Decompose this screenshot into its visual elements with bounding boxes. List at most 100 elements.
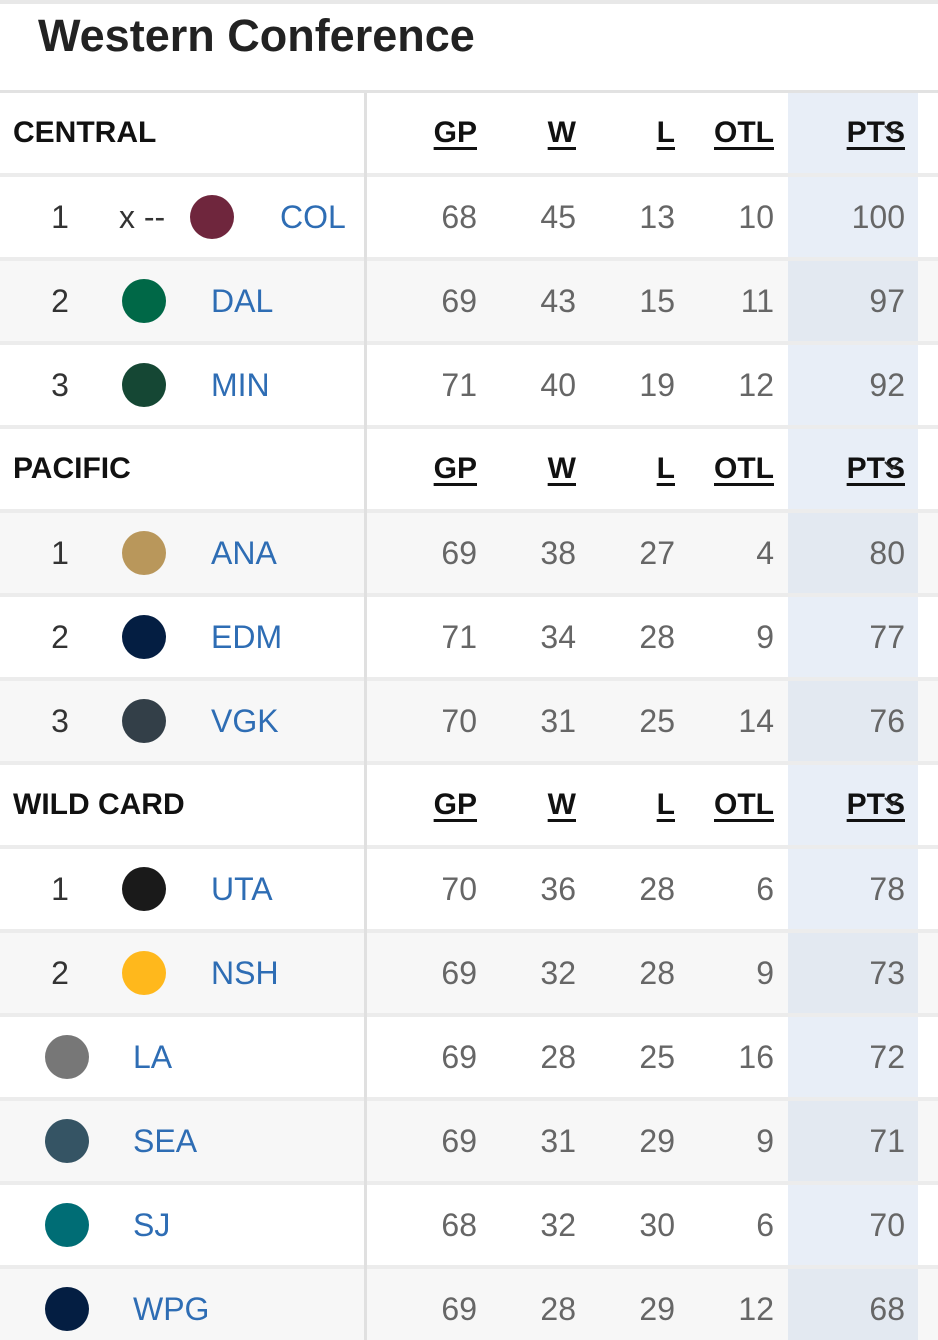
rank: 2 — [51, 955, 69, 991]
stat-otl: 6 — [756, 1207, 774, 1243]
pts-column-bg — [788, 93, 918, 173]
team-logo — [45, 1119, 89, 1163]
team-logo — [122, 363, 166, 407]
column-header[interactable]: L — [656, 116, 675, 149]
column-header[interactable]: PTS — [846, 116, 905, 149]
team-name[interactable]: VGK — [211, 703, 279, 739]
pts-column-bg — [788, 345, 918, 425]
stat-gp: 69 — [441, 283, 477, 319]
stat-l: 13 — [639, 199, 675, 235]
chevron — [884, 125, 900, 135]
chevron — [884, 461, 900, 471]
stat-w: 32 — [540, 1207, 576, 1243]
team-logo — [190, 195, 234, 239]
stat-w: 34 — [540, 619, 576, 655]
stat-w: 31 — [540, 703, 576, 739]
stat-gp: 69 — [441, 955, 477, 991]
team-logo — [122, 615, 166, 659]
row-separator — [0, 1181, 938, 1185]
stat-w: 31 — [540, 1123, 576, 1159]
stat-gp: 69 — [441, 1123, 477, 1159]
stat-l: 27 — [639, 535, 675, 571]
team-name[interactable]: MIN — [211, 367, 270, 403]
stat-l: 25 — [639, 703, 675, 739]
pts-column-bg — [788, 261, 918, 341]
stat-otl: 9 — [756, 619, 774, 655]
stat-w: 40 — [540, 367, 576, 403]
pts-column-bg — [788, 765, 918, 845]
column-header[interactable]: W — [547, 788, 576, 821]
row-separator — [0, 509, 938, 513]
frozen-column-border — [364, 93, 367, 1340]
rank: 2 — [51, 619, 69, 655]
team-name[interactable]: EDM — [211, 619, 283, 655]
stat-pts: 97 — [869, 283, 905, 319]
stat-l: 15 — [639, 283, 675, 319]
team-logo — [122, 699, 166, 743]
team-logo — [122, 279, 166, 323]
team-logo — [45, 1203, 89, 1247]
section-header-row — [0, 93, 938, 173]
team-row — [0, 1185, 938, 1265]
stat-l: 25 — [639, 1039, 675, 1075]
column-header[interactable]: OTL — [714, 452, 774, 485]
team-row — [0, 177, 938, 257]
column-header[interactable]: GP — [433, 452, 477, 485]
team-logo — [122, 951, 166, 995]
table-top-border — [0, 90, 938, 93]
team-name[interactable]: LA — [133, 1039, 173, 1075]
stat-pts: 92 — [869, 367, 905, 403]
column-header[interactable]: PTS — [846, 452, 905, 485]
team-name[interactable]: COL — [280, 199, 346, 235]
team-name[interactable]: WPG — [133, 1291, 210, 1327]
stat-gp: 69 — [441, 1039, 477, 1075]
rank: 1 — [51, 199, 69, 235]
column-header[interactable]: W — [547, 116, 576, 149]
team-name[interactable]: DAL — [211, 283, 274, 319]
team-name[interactable]: ANA — [211, 535, 277, 571]
team-name[interactable]: UTA — [211, 871, 273, 907]
section-name: PACIFIC — [13, 452, 131, 485]
stat-otl: 12 — [738, 1291, 774, 1327]
stat-l: 30 — [639, 1207, 675, 1243]
column-header[interactable]: OTL — [714, 116, 774, 149]
stat-l: 28 — [639, 619, 675, 655]
stat-gp: 68 — [441, 199, 477, 235]
section-header-row — [0, 765, 938, 845]
team-name[interactable]: SEA — [133, 1123, 198, 1159]
column-header[interactable]: GP — [433, 116, 477, 149]
rank: 1 — [51, 535, 69, 571]
stat-l: 28 — [639, 871, 675, 907]
stat-otl: 11 — [740, 283, 774, 319]
section-name: CENTRAL — [13, 116, 157, 149]
pts-column-bg — [788, 597, 918, 677]
team-row — [0, 1101, 938, 1181]
column-header[interactable]: L — [656, 452, 675, 485]
row-separator — [0, 341, 938, 345]
column-header[interactable]: GP — [433, 788, 477, 821]
row-separator — [0, 677, 938, 681]
page-title: Western Conference — [38, 10, 475, 61]
pts-column-bg — [788, 681, 918, 761]
stat-otl: 12 — [738, 367, 774, 403]
column-header[interactable]: L — [656, 788, 675, 821]
team-name[interactable]: NSH — [211, 955, 279, 991]
section-name: WILD CARD — [13, 788, 185, 821]
stat-w: 38 — [540, 535, 576, 571]
stat-otl: 10 — [738, 199, 774, 235]
stat-pts: 72 — [869, 1039, 905, 1075]
stat-gp: 71 — [441, 367, 477, 403]
stat-pts: 76 — [869, 703, 905, 739]
team-row — [0, 1269, 938, 1340]
pts-column-bg — [788, 849, 918, 929]
stat-gp: 70 — [441, 703, 477, 739]
team-logo — [122, 867, 166, 911]
column-header[interactable]: OTL — [714, 788, 774, 821]
column-header[interactable]: W — [547, 452, 576, 485]
stat-w: 32 — [540, 955, 576, 991]
stat-w: 45 — [540, 199, 576, 235]
column-header[interactable]: PTS — [846, 788, 905, 821]
stat-otl: 4 — [756, 535, 774, 571]
team-name[interactable]: SJ — [133, 1207, 171, 1243]
